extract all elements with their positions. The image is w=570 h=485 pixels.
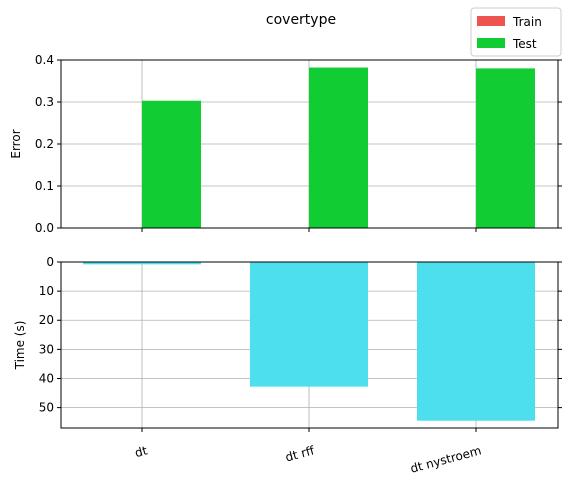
x-category-label: dt rff bbox=[284, 443, 317, 464]
time-bar bbox=[417, 262, 535, 421]
legend: Train Test bbox=[470, 7, 562, 57]
test-bar bbox=[142, 100, 201, 228]
test-bar bbox=[476, 68, 535, 229]
top-ytick-label: 0.2 bbox=[35, 137, 54, 151]
top-bars bbox=[142, 67, 535, 229]
top-ytick-label: 0.0 bbox=[35, 221, 54, 235]
bottom-ytick-label: 40 bbox=[39, 371, 54, 385]
legend-swatch bbox=[477, 38, 505, 48]
bottom-ytick-label: 20 bbox=[39, 313, 54, 327]
x-category-label: dt bbox=[133, 443, 149, 460]
bottom-ytick-label: 0 bbox=[46, 255, 54, 269]
top-ytick-label: 0.4 bbox=[35, 53, 54, 67]
top-y-axis-label: Error bbox=[9, 129, 23, 158]
bottom-ytick-label: 30 bbox=[39, 342, 54, 356]
top-ytick-label: 0.3 bbox=[35, 95, 54, 109]
time-bar bbox=[83, 262, 201, 265]
bottom-y-axis-label: Time (s) bbox=[13, 321, 27, 371]
test-bar bbox=[309, 67, 368, 228]
legend-label: Test bbox=[512, 37, 537, 51]
bottom-ytick-label: 10 bbox=[39, 284, 54, 298]
top-ytick-label: 0.1 bbox=[35, 179, 54, 193]
x-category-label: dt nystroem bbox=[409, 443, 483, 475]
bottom-ytick-label: 50 bbox=[39, 401, 54, 415]
time-bar bbox=[250, 262, 368, 387]
chart-title: covertype bbox=[266, 12, 336, 28]
bottom-bars bbox=[83, 262, 535, 421]
legend-swatch bbox=[477, 16, 505, 26]
top-axes: 0.0 0.1 0.2 0.3 0.4 bbox=[35, 53, 562, 235]
legend-label: Train bbox=[512, 15, 542, 29]
